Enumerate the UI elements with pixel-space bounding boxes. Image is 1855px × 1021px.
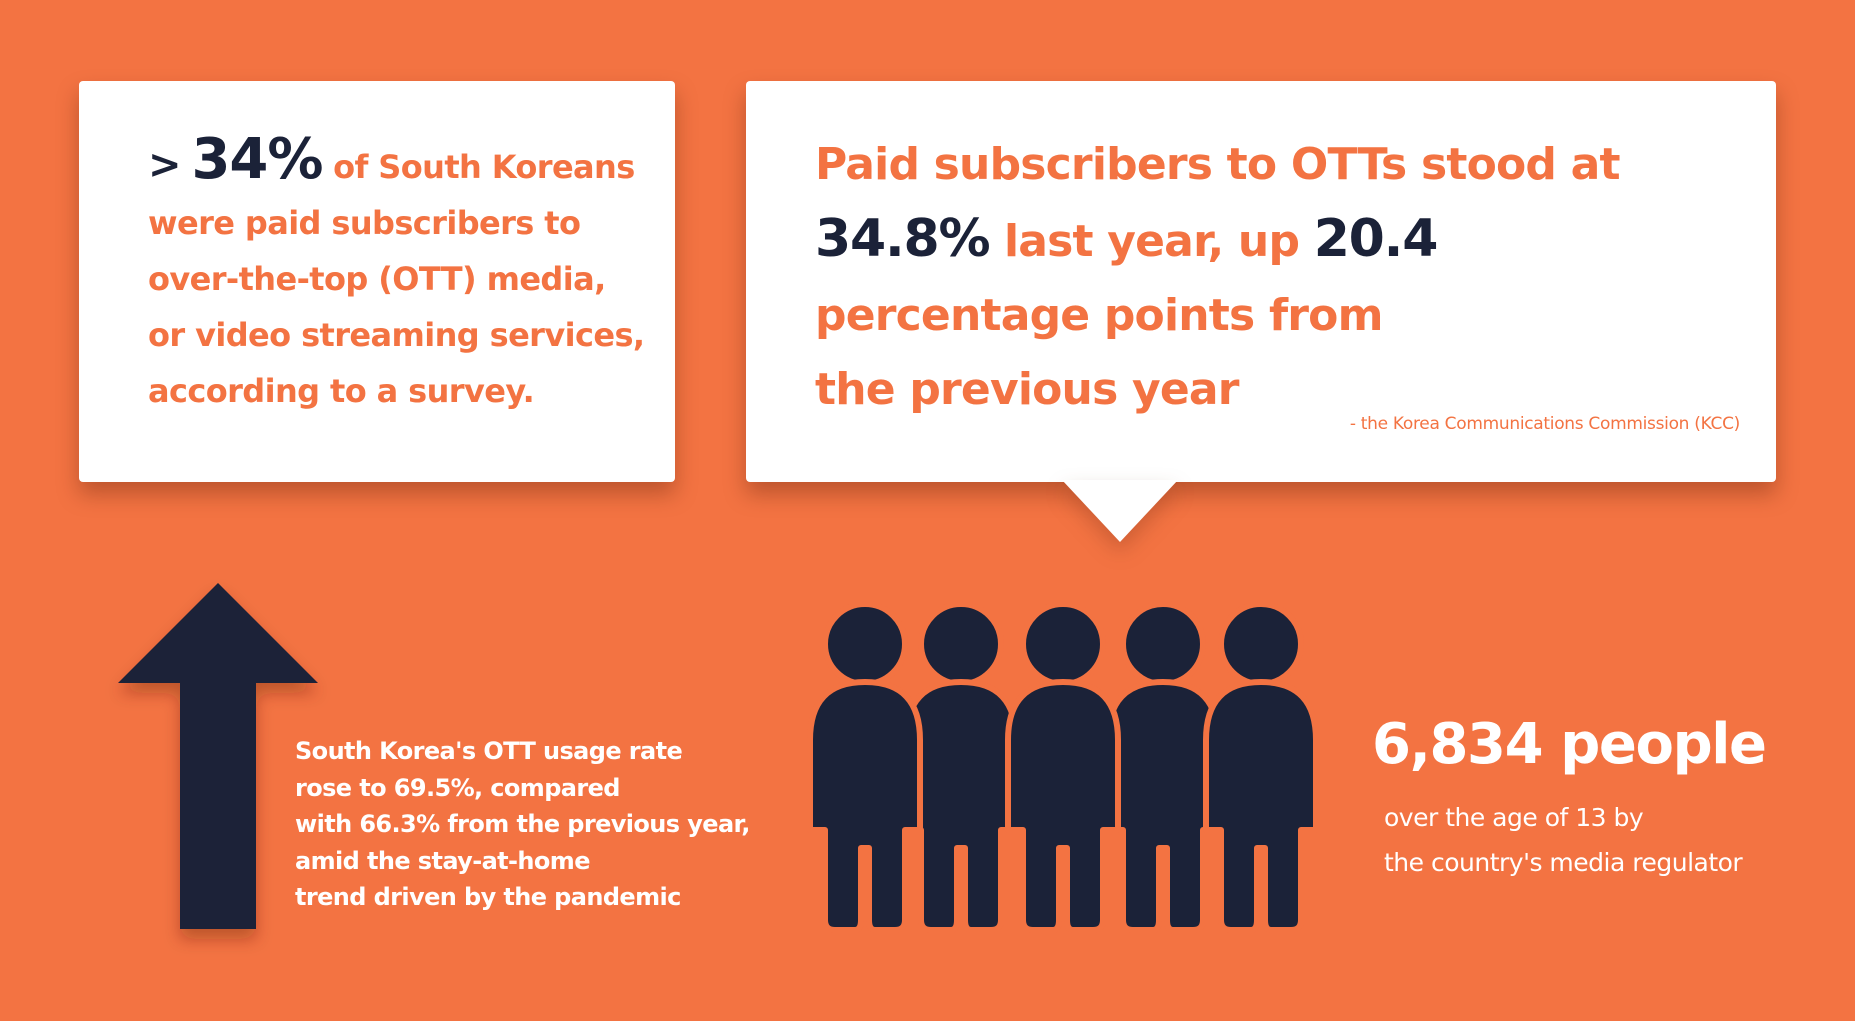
person-4 <box>1108 604 1218 930</box>
source-attribution: - the Korea Communications Commission (K… <box>1349 414 1740 434</box>
stat-card-left-first-line-rest: of South Koreans <box>333 148 635 186</box>
survey-description: over the age of 13 by the country's medi… <box>1384 795 1743 885</box>
stat-card-left-text: > 34% of South Koreans were paid subscri… <box>148 132 668 419</box>
quote-card-right-text: Paid subscribers to OTTs stood at 34.8% … <box>815 128 1715 427</box>
stat-card-left-line-2: were paid subscribers to <box>148 204 581 242</box>
survey-people-count: 6,834 people <box>1372 712 1767 777</box>
stat-34-percent: 34% <box>191 127 323 192</box>
greater-than-sign: > <box>148 142 182 188</box>
stat-34-8-percent: 34.8% <box>815 209 991 269</box>
quote-line-2-mid: last year, up <box>1003 216 1300 267</box>
quote-line-3: percentage points from <box>815 290 1383 341</box>
person-5 <box>1206 604 1316 930</box>
group-of-people-icon <box>795 600 1335 935</box>
quote-line-2: 34.8% last year, up 20.4 <box>815 202 1715 279</box>
usage-line-5: trend driven by the pandemic <box>295 883 681 911</box>
stat-card-left-line-3: over-the-top (OTT) media, <box>148 260 606 298</box>
usage-rate-text: South Korea's OTT usage rate rose to 69.… <box>295 733 750 916</box>
stat-20-4: 20.4 <box>1313 209 1439 269</box>
usage-line-2: rose to 69.5%, compared <box>295 773 620 802</box>
stat-card-left-line-5: according to a survey. <box>148 372 535 410</box>
quote-card-right <box>746 81 1776 482</box>
speech-bubble-pointer <box>1062 480 1178 542</box>
survey-desc-line-2: the country's media regulator <box>1384 848 1743 877</box>
stat-card-left-line-1: > 34% of South Koreans <box>148 132 668 195</box>
person-3 <box>1008 604 1118 930</box>
usage-line-3: with 66.3% from the previous year, <box>295 810 750 838</box>
quote-line-1: Paid subscribers to OTTs stood at <box>815 139 1621 190</box>
stat-card-left <box>79 81 675 482</box>
usage-line-1: South Korea's OTT usage rate <box>295 737 683 765</box>
person-1 <box>810 604 920 930</box>
stat-card-left-line-4: or video streaming services, <box>148 316 645 354</box>
usage-line-4: amid the stay-at-home <box>295 846 590 875</box>
quote-line-4: the previous year <box>815 364 1240 415</box>
survey-desc-line-1: over the age of 13 by <box>1384 803 1644 832</box>
up-arrow-icon <box>118 583 318 933</box>
